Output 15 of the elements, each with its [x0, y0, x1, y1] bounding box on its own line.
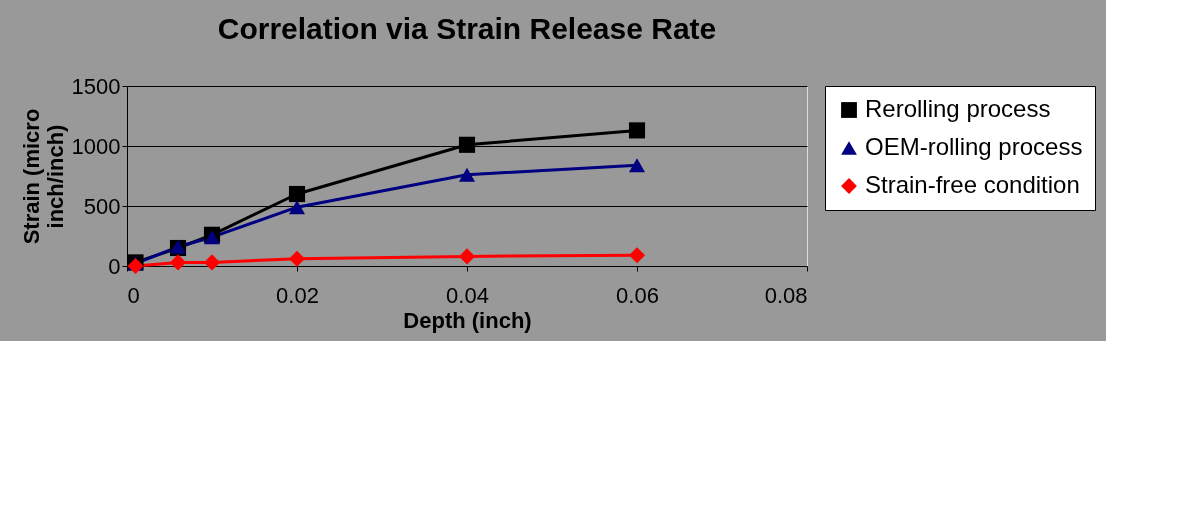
y-tick-label: 0: [108, 253, 121, 279]
x-axis-title: Depth (inch): [403, 307, 532, 333]
legend-label: OEM-rolling process: [865, 133, 1083, 160]
x-tick-label: 0.02: [276, 282, 319, 308]
y-axis-title: Strain (micro inch/inch): [18, 108, 68, 245]
y-tick-label: 1000: [71, 133, 121, 159]
x-tick-label: 0.04: [446, 282, 489, 308]
legend-label: Rerolling process: [865, 95, 1051, 122]
legend-label: Strain-free condition: [865, 171, 1080, 198]
y-tick-label: 500: [83, 193, 121, 219]
y-tick-label: 1500: [71, 73, 121, 99]
x-tick-label: 0.08: [764, 282, 808, 308]
x-tick-label: 0: [127, 282, 140, 308]
chart-title: Correlation via Strain Release Rate: [217, 12, 717, 45]
x-tick-label: 0.06: [616, 282, 659, 308]
